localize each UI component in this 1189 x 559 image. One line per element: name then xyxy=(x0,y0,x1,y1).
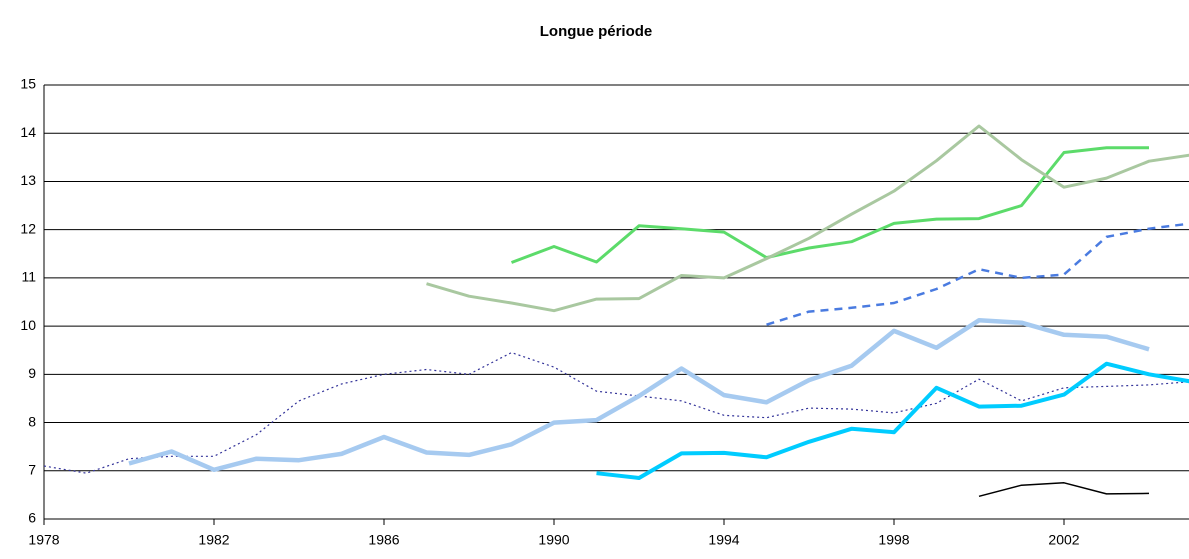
y-tick-label: 12 xyxy=(20,220,36,236)
x-tick-label: 1982 xyxy=(198,532,229,548)
y-tick-label: 8 xyxy=(28,413,36,429)
y-tick-label: 7 xyxy=(28,461,36,477)
x-tick-label: 1994 xyxy=(708,532,739,548)
x-tick-label: 1978 xyxy=(28,532,59,548)
x-tick-label: 1986 xyxy=(368,532,399,548)
series-line xyxy=(597,364,1189,478)
x-tick-label: 1990 xyxy=(538,532,569,548)
y-tick-label: 14 xyxy=(20,124,36,140)
y-tick-label: 11 xyxy=(21,269,36,285)
x-tick-label: 1998 xyxy=(878,532,909,548)
y-tick-label: 10 xyxy=(20,317,36,333)
x-tick-label: 2002 xyxy=(1048,532,1079,548)
y-tick-label: 15 xyxy=(20,76,36,92)
series-line xyxy=(129,320,1149,470)
y-tick-label: 13 xyxy=(20,172,36,188)
y-tick-label: 9 xyxy=(28,365,36,381)
series-line xyxy=(767,223,1189,324)
chart-title: Longue période xyxy=(540,23,653,40)
series-line xyxy=(427,126,1189,311)
series-line xyxy=(512,148,1150,263)
series-line xyxy=(979,483,1149,497)
series-line xyxy=(44,353,1189,474)
y-tick-label: 6 xyxy=(28,510,36,526)
